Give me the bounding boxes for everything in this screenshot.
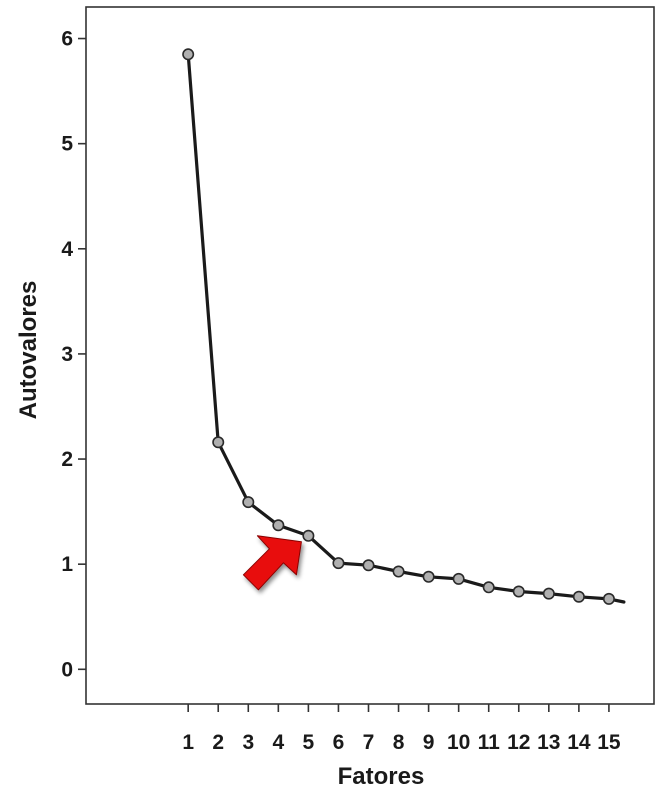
plot-frame — [85, 6, 655, 705]
x-tick-label: 3 — [242, 731, 254, 754]
y-tick-label: 5 — [61, 133, 73, 156]
x-tick-label: 4 — [272, 731, 284, 754]
data-point — [212, 436, 225, 449]
data-point — [362, 559, 375, 572]
elbow-arrow-annotation — [242, 535, 302, 591]
data-point — [182, 48, 195, 61]
eigenvalue-line — [186, 52, 626, 604]
data-point — [272, 519, 285, 532]
x-tick-label: 1 — [182, 731, 194, 754]
x-tick-label: 12 — [507, 731, 530, 754]
x-tick-label: 8 — [393, 731, 405, 754]
y-axis-ticks: 0 1 2 3 4 5 6 — [61, 28, 86, 681]
data-point — [572, 590, 585, 603]
y-tick-label: 3 — [61, 343, 73, 366]
data-point — [242, 496, 255, 509]
x-tick-label: 11 — [478, 731, 501, 754]
x-axis-title: Fatores — [338, 763, 425, 790]
x-tick-label: 5 — [303, 731, 315, 754]
data-point — [482, 581, 495, 594]
y-tick-label: 6 — [61, 28, 73, 51]
x-tick-label: 9 — [423, 731, 435, 754]
y-tick-label: 1 — [61, 553, 73, 576]
y-tick-label: 0 — [61, 658, 73, 681]
data-point — [452, 572, 465, 585]
x-tick-label: 10 — [447, 731, 470, 754]
x-tick-label: 6 — [333, 731, 345, 754]
data-point — [602, 592, 615, 605]
x-tick-label: 14 — [567, 731, 591, 754]
y-tick-label: 2 — [61, 448, 73, 471]
data-point — [332, 557, 345, 570]
eigenvalue-points — [182, 48, 615, 605]
x-tick-label: 7 — [363, 731, 375, 754]
y-tick-label: 4 — [61, 238, 73, 261]
x-axis-ticks: 1 2 3 4 5 6 7 8 9 10 11 12 13 14 15 — [182, 704, 621, 754]
data-point — [422, 570, 435, 583]
data-point — [512, 585, 525, 598]
y-axis-title: Autovalores — [15, 281, 42, 420]
x-tick-label: 2 — [212, 731, 224, 754]
data-point — [542, 587, 555, 600]
x-tick-label: 13 — [537, 731, 560, 754]
x-tick-label: 15 — [597, 731, 621, 754]
red-arrow-icon — [242, 535, 302, 591]
data-point — [302, 529, 315, 542]
data-point — [392, 565, 405, 578]
